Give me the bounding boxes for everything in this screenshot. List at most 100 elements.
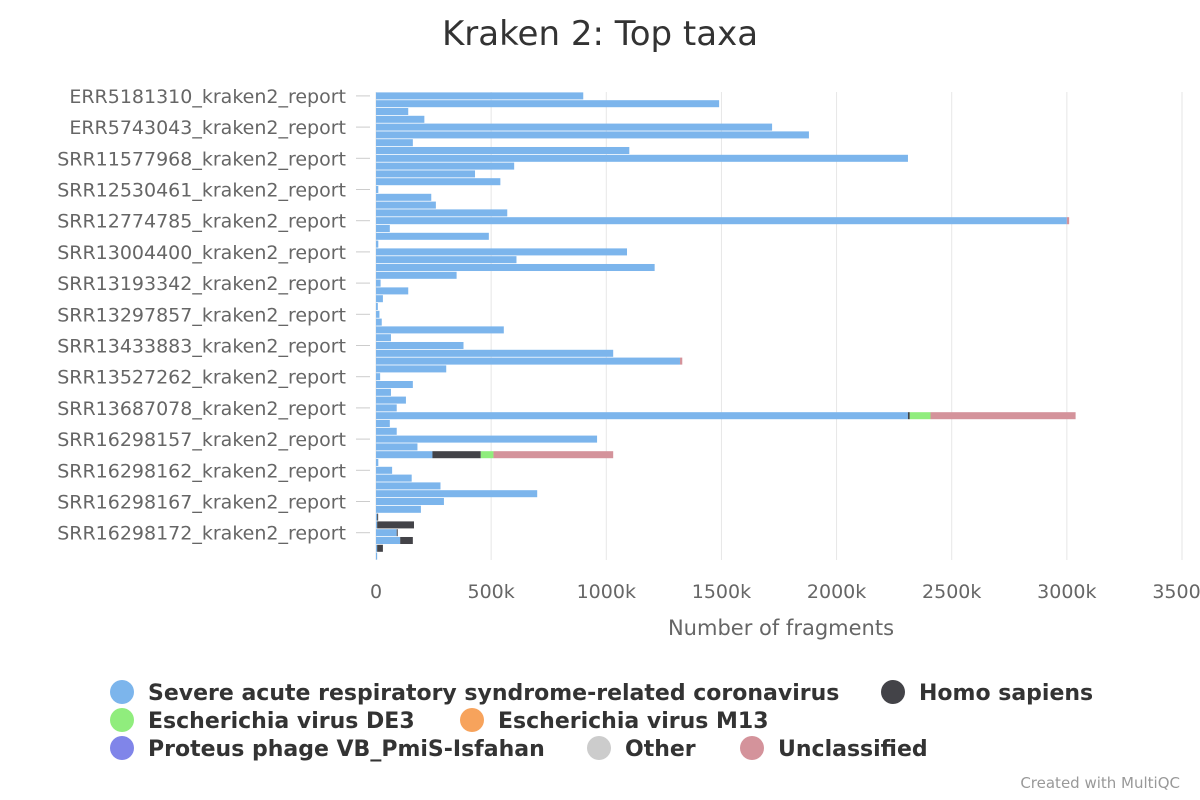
y-tick-label: SRR16298162_kraken2_report [57,460,346,482]
bar-segment[interactable] [376,412,908,420]
bar-segment[interactable] [376,536,401,545]
bar-segment[interactable] [376,209,508,217]
bar-segment[interactable] [376,396,406,404]
bar-segment[interactable] [376,115,425,123]
legend-label[interactable]: Proteus phage VB_PmiS-Isfahan [148,737,545,762]
y-tick-label: ERR5181310_kraken2_report [69,86,346,108]
bar-segment[interactable] [376,435,598,443]
bar-segment[interactable] [376,232,489,240]
multiqc-credit[interactable]: Created with MultiQC [1020,774,1180,792]
bar-segment[interactable] [376,349,614,357]
bar-segment[interactable] [376,193,432,201]
bar-segment[interactable] [376,279,381,287]
bar-segment[interactable] [376,146,630,155]
bar-segment[interactable] [376,185,379,194]
bar-segment[interactable] [400,536,413,545]
x-tick-label: 2500k [922,581,981,603]
bar-segment[interactable] [376,357,680,365]
bar-segment[interactable] [376,341,464,350]
bar-segment[interactable] [376,123,773,131]
bar-layer[interactable] [376,92,1076,560]
bar-segment[interactable] [432,451,481,459]
x-tick-label: 3000k [1037,581,1096,603]
bar-segment[interactable] [376,326,504,334]
legend-label[interactable]: Homo sapiens [919,681,1093,706]
bar-segment[interactable] [376,318,382,326]
legend-marker[interactable] [881,680,905,704]
bar-segment[interactable] [376,466,393,474]
legend-marker[interactable] [110,680,134,704]
bar-segment[interactable] [376,263,655,272]
bar-segment[interactable] [376,513,378,521]
bar-segment[interactable] [376,302,378,311]
legend-label[interactable]: Unclassified [778,737,928,762]
bar-segment[interactable] [377,544,383,552]
bar-segment[interactable] [376,474,412,482]
bar-segment[interactable] [376,380,413,389]
bar-segment[interactable] [493,451,614,459]
bar-segment[interactable] [930,412,1076,420]
bar-segment[interactable] [376,443,418,451]
bar-segment[interactable] [376,139,413,147]
bar-segment[interactable] [377,521,414,529]
bar-segment[interactable] [480,451,494,459]
bar-segment[interactable] [376,388,391,396]
legend-label[interactable]: Severe acute respiratory syndrome-relate… [148,681,839,706]
legend[interactable]: Severe acute respiratory syndrome-relate… [110,680,1093,762]
legend-marker[interactable] [740,736,764,760]
bar-segment[interactable] [376,178,501,186]
bar-segment[interactable] [376,505,421,513]
bar-segment[interactable] [376,521,378,529]
legend-marker[interactable] [110,736,134,760]
bar-segment[interactable] [376,224,390,233]
bar-segment[interactable] [376,552,378,560]
bar-segment[interactable] [376,217,1067,225]
bar-segment[interactable] [376,131,809,139]
bar-segment[interactable] [376,365,447,373]
legend-label[interactable]: Escherichia virus M13 [498,709,769,734]
bar-segment[interactable] [376,451,433,459]
bar-segment[interactable] [376,310,380,318]
bar-segment[interactable] [376,162,515,170]
bar-segment[interactable] [377,513,379,521]
bar-segment[interactable] [376,427,397,435]
bar-segment[interactable] [376,271,457,279]
legend-marker[interactable] [587,736,611,760]
bar-segment[interactable] [376,497,444,506]
bar-segment[interactable] [376,373,381,381]
x-tick-label: 1500k [692,581,751,603]
chart-title: Kraken 2: Top taxa [441,14,759,54]
x-tick-label: 2000k [807,581,866,603]
bar-segment[interactable] [376,419,390,428]
y-tick-label: SRR13004400_kraken2_report [57,242,346,264]
bar-segment[interactable] [376,248,628,256]
bar-segment[interactable] [376,490,538,498]
bar-segment[interactable] [376,256,517,264]
bar-segment[interactable] [376,92,584,100]
legend-label[interactable]: Other [625,737,696,762]
bar-segment[interactable] [376,201,436,209]
bar-segment[interactable] [909,412,931,420]
bar-segment[interactable] [376,529,397,537]
bar-segment[interactable] [1066,217,1070,225]
bar-segment[interactable] [376,458,379,467]
bar-segment[interactable] [376,334,391,342]
bar-segment[interactable] [376,287,409,295]
bar-segment[interactable] [376,482,441,490]
legend-label[interactable]: Escherichia virus DE3 [148,709,415,734]
bar-segment[interactable] [376,544,378,552]
legend-marker[interactable] [110,708,134,732]
bar-segment[interactable] [376,404,397,412]
bar-segment[interactable] [376,170,476,178]
bar-segment[interactable] [376,100,720,108]
bar-segment[interactable] [376,154,908,162]
bar-segment[interactable] [376,107,409,116]
bar-segment[interactable] [376,295,383,303]
legend-marker[interactable] [460,708,484,732]
y-tick-label: SRR12774785_kraken2_report [57,211,346,233]
bar-segment[interactable] [396,529,398,537]
bar-segment[interactable] [376,240,379,248]
bar-segment[interactable] [907,412,910,420]
bar-segment[interactable] [679,357,683,365]
